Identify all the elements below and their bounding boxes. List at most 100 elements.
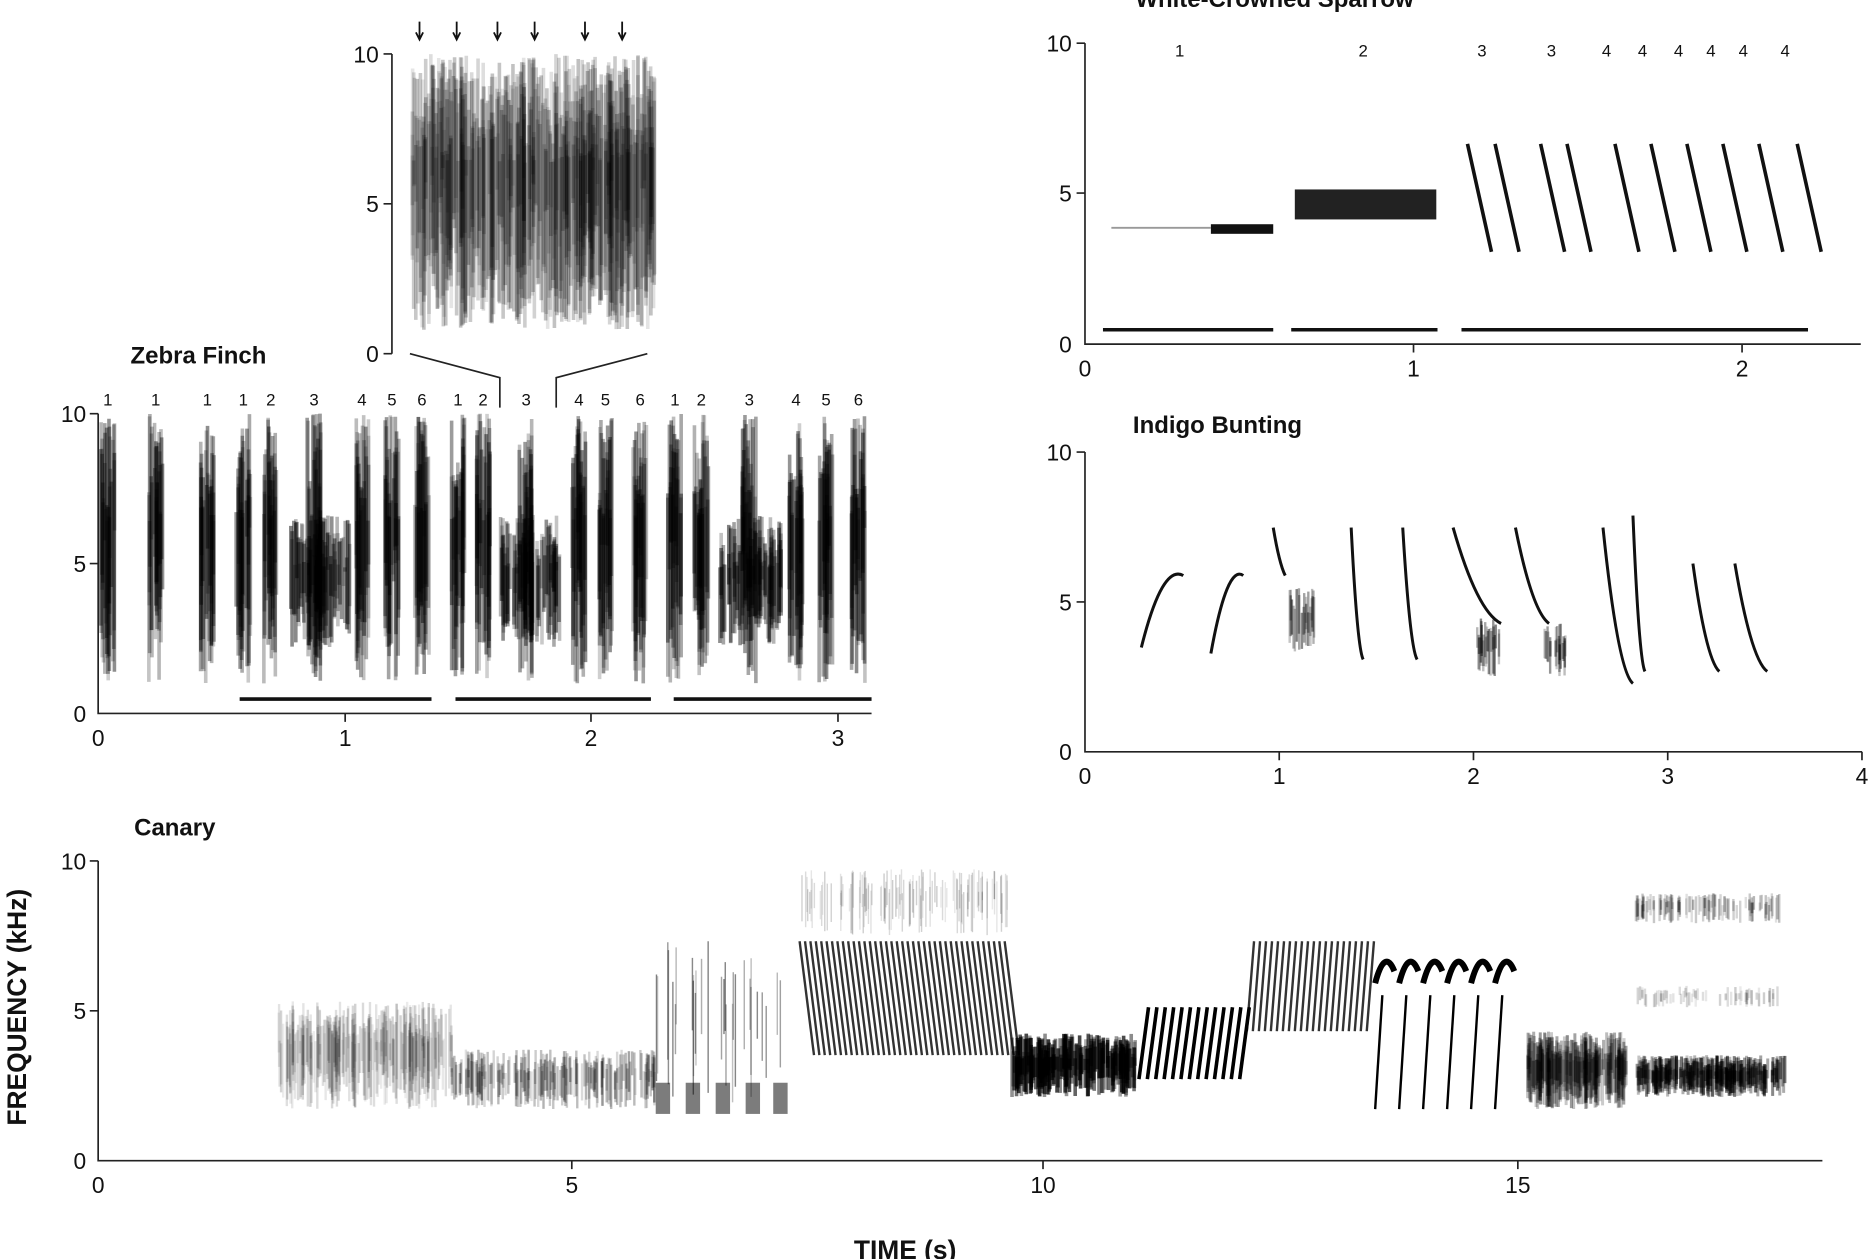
tick: 5 (74, 998, 87, 1024)
spectrogram-mark (933, 941, 951, 1056)
syllable-label: 1 (203, 390, 212, 409)
tick: 5 (366, 191, 379, 217)
spectrogram-mark (1137, 1006, 1151, 1080)
spectrogram-mark (1335, 941, 1346, 1032)
tick: 2 (1467, 763, 1480, 789)
syllable-label: 4 (791, 390, 800, 409)
syllable-label: 3 (745, 390, 754, 409)
spectrogram-mark (1492, 958, 1518, 985)
spectrogram-mark (1287, 941, 1298, 1032)
spectrogram-mark (1195, 1006, 1210, 1080)
spectrogram-mark (1757, 143, 1785, 253)
spectrogram-mark (1365, 941, 1376, 1032)
spectrogram-mark (938, 941, 956, 1056)
spectrogram-mark (846, 941, 864, 1056)
spectrogram-mark (1565, 143, 1593, 253)
tick: 1 (1273, 763, 1286, 789)
syllable-label: 4 (1638, 41, 1647, 60)
spectrogram-mark (836, 941, 853, 1056)
syllable-label: 1 (670, 390, 679, 409)
tick: 10 (1046, 31, 1071, 57)
spectrogram-mark (1685, 143, 1713, 253)
spectrogram-mark (981, 941, 999, 1056)
syllable-label: 3 (1477, 41, 1486, 60)
spectrogram-mark (1275, 941, 1286, 1032)
spectrogram-mark (841, 941, 859, 1056)
spectrogram-mark (1263, 941, 1274, 1032)
spectrogram-mark (1210, 224, 1274, 234)
tick: 0 (1079, 763, 1092, 789)
syllable-label: 1 (1175, 41, 1184, 60)
panel-indigo-bunting: Indigo Bunting 10 5 0 0 1 2 3 4 (1046, 412, 1868, 789)
spectrogram-mark (1323, 941, 1334, 1032)
syllable-label: 1 (239, 390, 248, 409)
spectrogram-mark (1251, 941, 1262, 1032)
spectrogram-mark (1795, 143, 1823, 253)
spectrogram-mark (814, 941, 832, 1056)
spectrogram-mark (884, 941, 902, 1056)
syllable-label: 2 (1358, 41, 1367, 60)
spectrogram-mark (1187, 1006, 1201, 1080)
spectrogram-mark (1451, 527, 1502, 625)
spectrogram-mark (1245, 941, 1256, 1032)
spectrogram-mark (895, 941, 913, 1056)
spectrogram-mark (1420, 958, 1446, 985)
tick: 0 (92, 1172, 105, 1198)
syllable-label: 6 (417, 390, 426, 409)
tick: 5 (1059, 180, 1072, 206)
syllable-label: 4 (357, 390, 366, 409)
arrow-down-icon (415, 21, 424, 42)
panel-title: Indigo Bunting (1133, 412, 1302, 439)
panel-white-crowned-sparrow: White-Crowned Sparrow 10 5 0 0 1 2 1 2 3 3 4… (1046, 0, 1861, 382)
spectrogram-mark (900, 941, 918, 1056)
syllable-label: 5 (387, 390, 396, 409)
spectrogram-mark (715, 1082, 731, 1114)
spectrogram-mark (1003, 941, 1021, 1056)
panel-canary: Canary 10 5 0 0 5 10 15 (61, 815, 1823, 1198)
spectrogram-mark (960, 941, 978, 1056)
panel-zebra-finch-inset: 10 5 0 (353, 21, 648, 408)
tick: 2 (1736, 356, 1749, 382)
spectrogram-mark (1613, 143, 1641, 253)
spectrogram-mark (1445, 995, 1456, 1110)
tick: 0 (1079, 356, 1092, 382)
spectrogram-mark (868, 941, 886, 1056)
spectrogram-mark (1317, 941, 1328, 1032)
spectrogram-mark (1221, 1006, 1235, 1080)
syllable-label: 1 (103, 390, 112, 409)
spectrogram-mark (1341, 941, 1352, 1032)
spectrogram-mark (857, 941, 875, 1056)
tick: 0 (92, 725, 105, 751)
spectrogram-mark (1347, 941, 1358, 1032)
syllable-label: 2 (697, 390, 706, 409)
spectrogram-mark (1281, 941, 1292, 1032)
spectrogram-mark (1397, 995, 1408, 1110)
spectrogram-mark (809, 941, 826, 1056)
syllable-label: 5 (601, 390, 610, 409)
tick: 10 (1046, 439, 1071, 465)
spectrogram-mark (976, 941, 994, 1056)
tick: 10 (61, 848, 86, 874)
spectrogram-mark (1631, 515, 1647, 673)
tick: 1 (1407, 356, 1420, 382)
spectrogram-mark (852, 941, 870, 1056)
arrow-down-icon (493, 21, 502, 42)
syllable-label: 3 (522, 390, 531, 409)
syllable-label: 1 (453, 390, 462, 409)
spectrogram-mark (1179, 1006, 1193, 1080)
y-axis-label: FREQUENCY (kHz) (2, 889, 32, 1126)
spectrogram-mark (873, 941, 891, 1056)
syllable-label: 4 (574, 390, 583, 409)
spectrogram-mark (820, 941, 837, 1056)
panel-title: Zebra Finch (131, 342, 267, 369)
spectrogram-mark (1170, 1006, 1184, 1080)
arrow-down-icon (617, 21, 627, 42)
spectrogram-mark (1373, 995, 1384, 1110)
spectrogram-mark (1311, 941, 1322, 1032)
spectrogram-mark (1349, 527, 1365, 661)
panel-title: Canary (134, 815, 216, 842)
tick: 5 (74, 551, 87, 577)
spectrogram-mark (685, 1082, 701, 1114)
spectrogram-mark (965, 941, 983, 1056)
syllable-label: 4 (1781, 41, 1790, 60)
